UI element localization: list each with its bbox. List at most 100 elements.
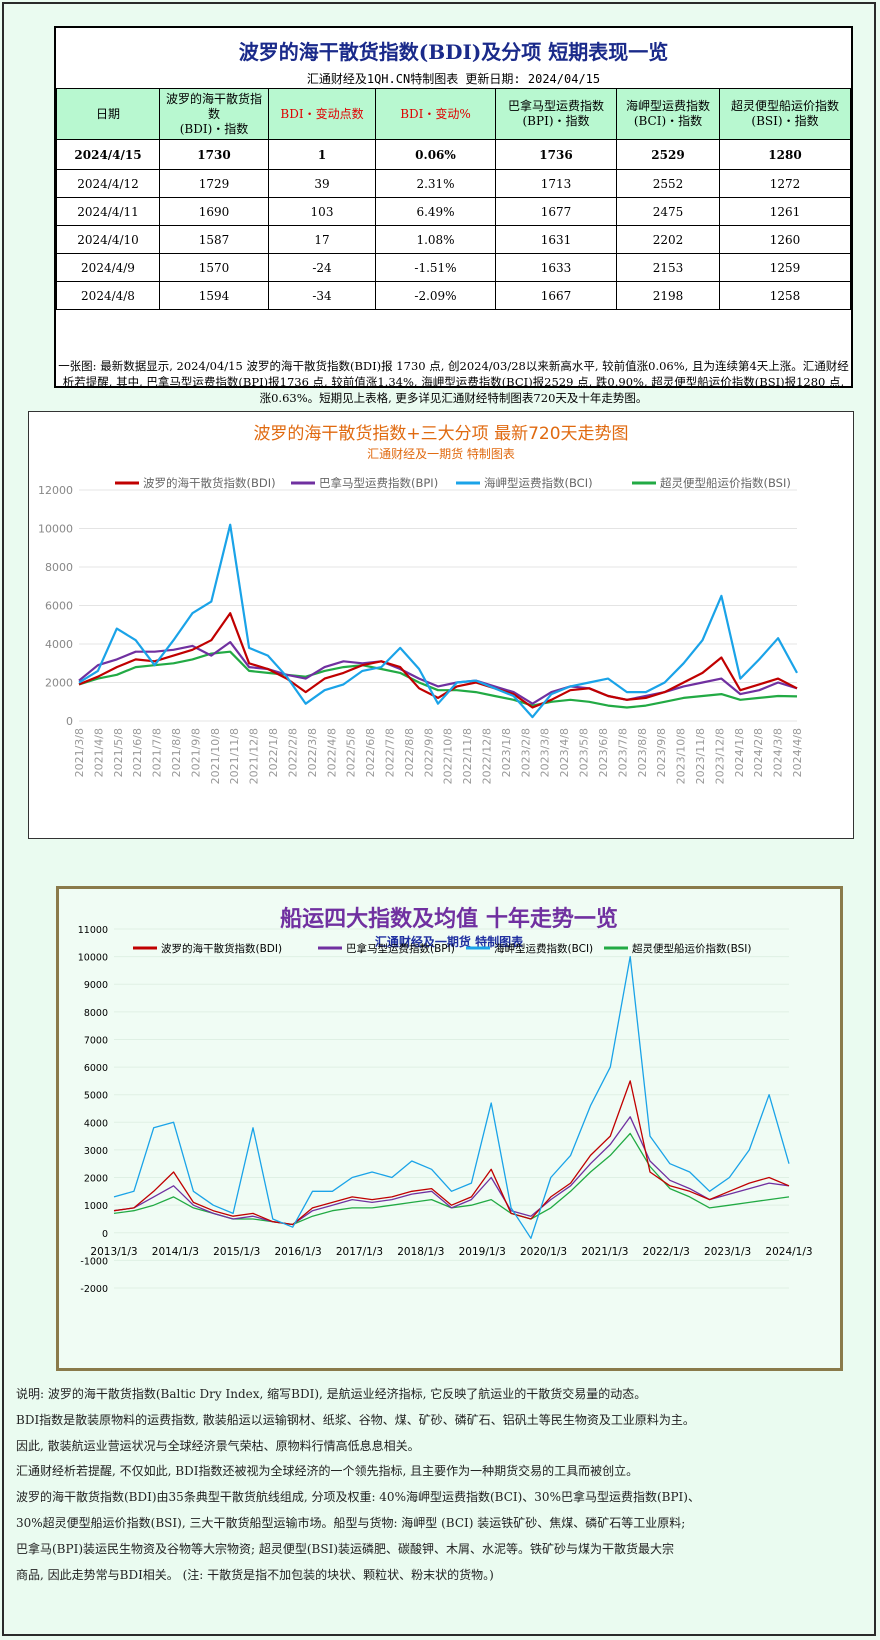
x-tick-label: 2022/10/8 xyxy=(442,728,455,784)
x-tick-label: 2023/2/8 xyxy=(519,728,532,777)
table-cell: 1631 xyxy=(495,225,617,254)
table-cell: 1594 xyxy=(159,281,269,310)
legend-label: 波罗的海干散货指数(BDI) xyxy=(161,942,282,955)
y-tick-label: 11000 xyxy=(78,925,108,936)
y-tick-label: 9000 xyxy=(84,980,108,991)
chart2-subtitle: 汇通财经及一期货 特制图表 xyxy=(375,934,524,949)
y-tick-label: 6000 xyxy=(84,1063,108,1074)
table-cell: 2529 xyxy=(616,139,720,170)
chart2-grid: -2000 -1000 0 1000 2000 3000 4000 5000 6000 7000 8… xyxy=(78,925,789,1295)
y-tick-label: 2000 xyxy=(45,677,73,690)
table-cell: 1570 xyxy=(159,253,269,282)
x-tick-label: 2021/10/8 xyxy=(209,728,222,784)
series-line-2 xyxy=(78,523,798,719)
legend-label: 巴拿马型运费指数(BPI) xyxy=(346,942,455,955)
x-tick-label: 2024/4/8 xyxy=(791,728,804,777)
series-line-1 xyxy=(113,1116,790,1226)
chart1-subtitle: 汇通财经及一期货 特制图表 xyxy=(367,446,515,461)
table-cell: 1259 xyxy=(719,253,851,282)
x-tick-label: 2023/1/8 xyxy=(500,728,513,777)
explanation-line: 波罗的海干散货指数(BDI)由35条典型干散货航线组成, 分项及权重: 40%海… xyxy=(16,1490,700,1505)
table-row: 2024/4/11 1690 103 6.49% 1677 2475 1261 xyxy=(56,197,851,226)
x-tick-label: 2023/11/8 xyxy=(694,728,707,784)
x-tick-label: 2023/5/8 xyxy=(578,728,591,777)
chart1-grid: 0 2000 4000 6000 8000 10000 12000 xyxy=(38,484,797,728)
table-row: 2024/4/10 1587 17 1.08% 1631 2202 1260 xyxy=(56,225,851,254)
table-cell: 2024/4/8 xyxy=(56,281,160,310)
header-bpi: 巴拿马型运费指数 (BPI)・指数 xyxy=(495,88,617,140)
series-line-2 xyxy=(113,955,790,1239)
x-tick-label: 2021/1/3 xyxy=(581,1246,628,1258)
table-cell: 6.49% xyxy=(375,197,496,226)
x-tick-label: 2022/2/8 xyxy=(286,728,299,777)
explanation-line: 因此, 散装航运业营运状况与全球经济景气荣枯、原物料行情高低息息相关。 xyxy=(16,1438,420,1453)
y-tick-label: 0 xyxy=(66,715,73,728)
table-cell: 1713 xyxy=(495,169,617,198)
y-tick-label: 5000 xyxy=(84,1091,108,1102)
table-cell: 0.06% xyxy=(375,139,496,170)
table-cell: 1587 xyxy=(159,225,269,254)
y-tick-label: 4000 xyxy=(84,1118,108,1129)
table-header-row: 日期 波罗的海干散货指数 (BDI)・指数 BDI・变动点数 BDI・变动% 巴… xyxy=(56,88,851,140)
table-cell: 1.08% xyxy=(375,225,496,254)
x-tick-label: 2022/11/8 xyxy=(461,728,474,784)
series-line-3 xyxy=(78,650,798,709)
table-cell: 2552 xyxy=(616,169,720,198)
header-bdi-change-pct: BDI・变动% xyxy=(375,88,496,140)
table-cell: 1677 xyxy=(495,197,617,226)
table-cell: 17 xyxy=(268,225,376,254)
header-date: 日期 xyxy=(56,88,160,140)
header-bdi-change-points: BDI・变动点数 xyxy=(268,88,376,140)
x-tick-label: 2017/1/3 xyxy=(336,1246,383,1258)
chart-10-year-panel: 船运四大指数及均值 十年走势一览 汇通财经及一期货 特制图表 波罗的海干散货指数… xyxy=(56,886,843,1371)
x-tick-label: 2022/6/8 xyxy=(364,728,377,777)
x-tick-label: 2021/9/8 xyxy=(189,728,202,777)
table-row: 2024/4/15 1730 1 0.06% 1736 2529 1280 xyxy=(56,139,851,170)
chart2-series xyxy=(113,955,790,1239)
x-tick-label: 2021/3/8 xyxy=(73,728,86,777)
table-cell: 2024/4/9 xyxy=(56,253,160,282)
x-tick-label: 2023/4/8 xyxy=(558,728,571,777)
chart1-series xyxy=(78,523,798,719)
x-tick-label: 2022/5/8 xyxy=(345,728,358,777)
table-cell: -24 xyxy=(268,253,376,282)
y-tick-label: 3000 xyxy=(84,1146,108,1157)
legend-label: 海岬型运费指数(BCI) xyxy=(494,942,593,955)
x-tick-label: 2022/9/8 xyxy=(422,728,435,777)
y-tick-label: 8000 xyxy=(84,1008,108,1019)
x-tick-label: 2022/12/8 xyxy=(481,728,494,784)
table-row: 2024/4/9 1570 -24 -1.51% 1633 2153 1259 xyxy=(56,253,851,282)
index-table: 日期 波罗的海干散货指数 (BDI)・指数 BDI・变动点数 BDI・变动% 巴… xyxy=(56,88,851,310)
x-tick-label: 2023/7/8 xyxy=(616,728,629,777)
x-tick-label: 2021/6/8 xyxy=(131,728,144,777)
x-tick-label: 2023/10/8 xyxy=(675,728,688,784)
table-cell: 2202 xyxy=(616,225,720,254)
x-tick-label: 2022/8/8 xyxy=(403,728,416,777)
legend-label: 海岬型运费指数(BCI) xyxy=(484,476,593,490)
x-tick-label: 2016/1/3 xyxy=(275,1246,322,1258)
table-cell: 39 xyxy=(268,169,376,198)
table-cell: -2.09% xyxy=(375,281,496,310)
legend-label: 超灵便型船运价指数(BSI) xyxy=(660,476,791,490)
table-cell: 1261 xyxy=(719,197,851,226)
summary-note: 一张图: 最新数据显示, 2024/04/15 波罗的海干散货指数(BDI)报 … xyxy=(58,359,849,405)
table-cell: 1633 xyxy=(495,253,617,282)
x-tick-label: 2021/8/8 xyxy=(170,728,183,777)
explanation-line: 巴拿马(BPI)装运民生物资及谷物等大宗物资; 超灵便型(BSI)装运磷肥、碳酸… xyxy=(16,1541,675,1556)
x-tick-label: 2021/5/8 xyxy=(112,728,125,777)
chart-720-days-panel: 波罗的海干散货指数+三大分项 最新720天走势图 汇通财经及一期货 特制图表 波… xyxy=(28,411,854,839)
x-tick-label: 2021/4/8 xyxy=(92,728,105,777)
x-tick-label: 2021/11/8 xyxy=(228,728,241,784)
table-cell: 2024/4/15 xyxy=(56,139,160,170)
y-tick-label: 10000 xyxy=(78,953,108,964)
table-cell: 2.31% xyxy=(375,169,496,198)
header-bci: 海岬型运费指数 (BCI)・指数 xyxy=(616,88,720,140)
table-cell: 1736 xyxy=(495,139,617,170)
x-tick-label: 2021/12/8 xyxy=(248,728,261,784)
y-tick-label: -2000 xyxy=(80,1284,108,1295)
table-row: 2024/4/12 1729 39 2.31% 1713 2552 1272 xyxy=(56,169,851,198)
table-cell: 1260 xyxy=(719,225,851,254)
x-tick-label: 2023/9/8 xyxy=(655,728,668,777)
series-line-0 xyxy=(78,612,798,709)
